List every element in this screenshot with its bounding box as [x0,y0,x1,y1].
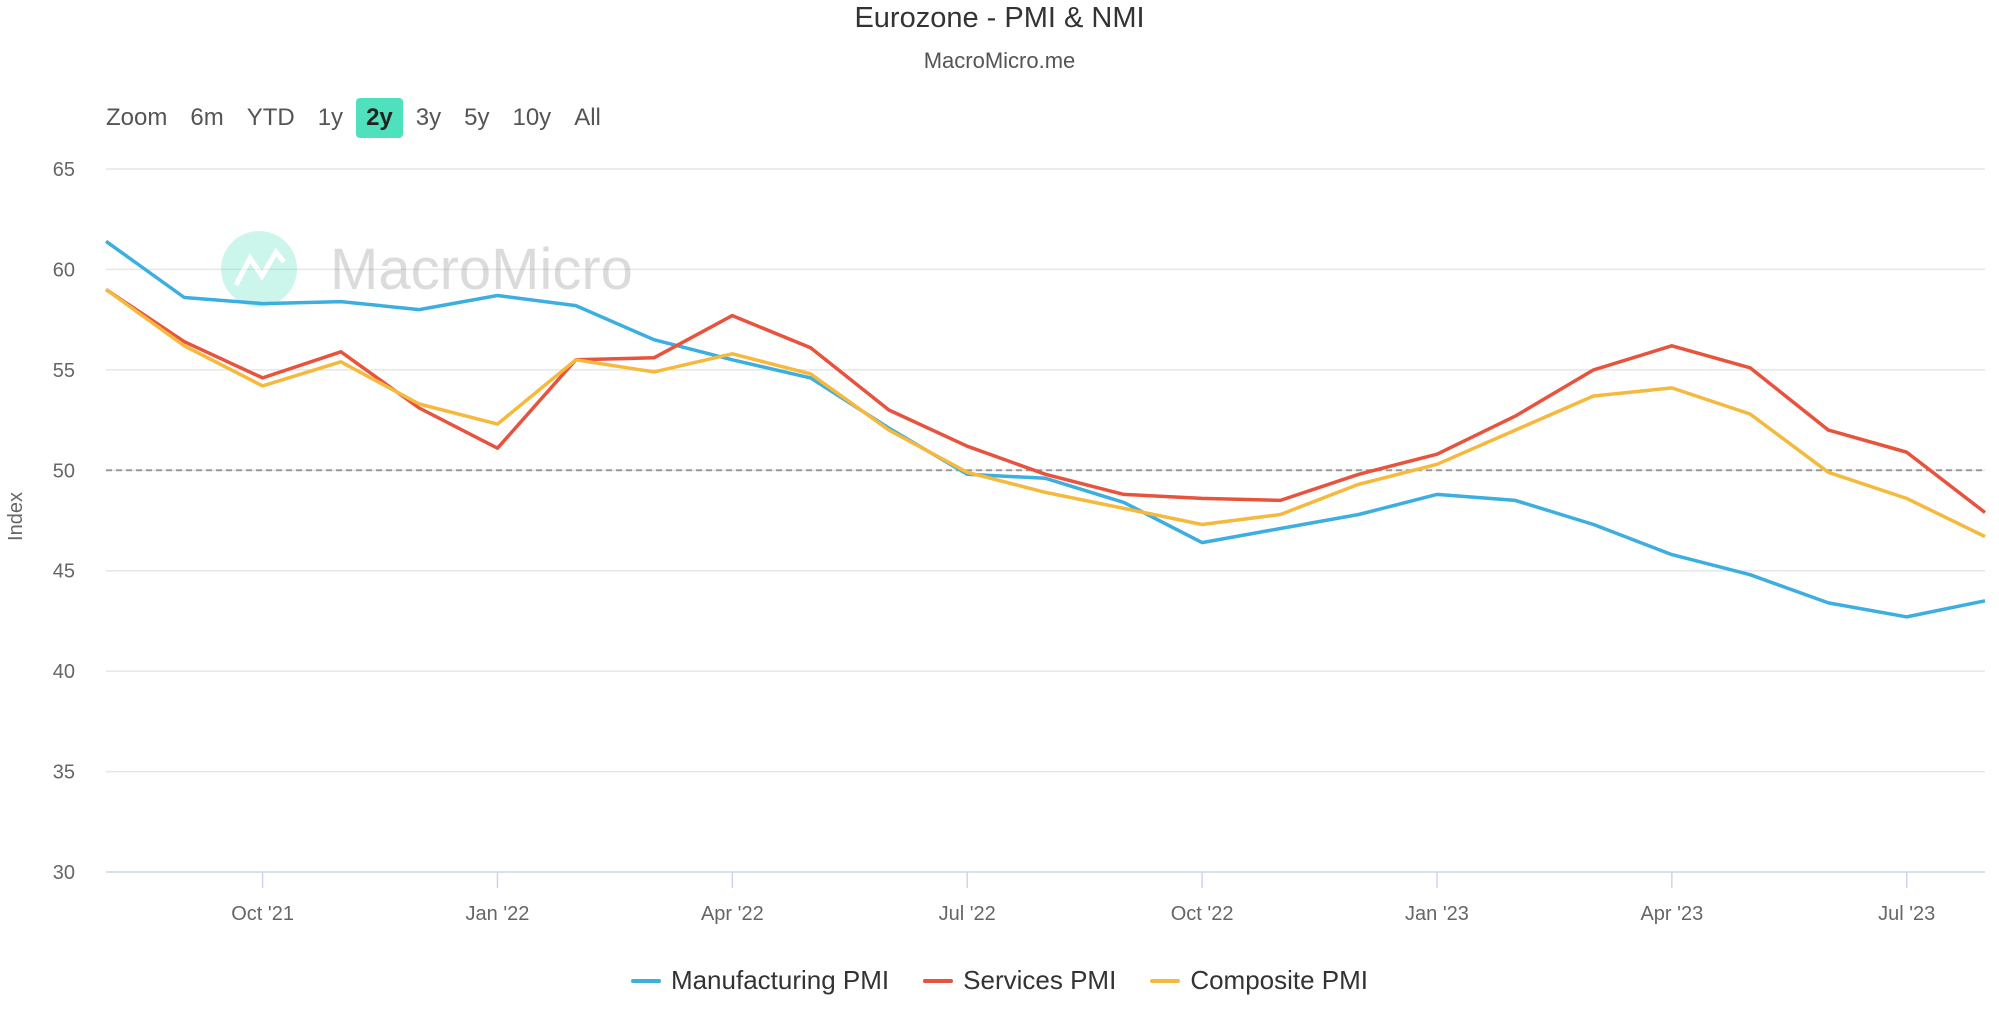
series-line-services-pmi [105,288,1987,514]
x-tick-label: Apr '23 [1640,903,1703,925]
legend-swatch [630,978,661,983]
zoom-label: Zoom [106,104,168,131]
series-line-manufacturing-pmi [104,239,1986,619]
legend-label: Manufacturing PMI [670,965,890,995]
y-tick-label: 65 [53,159,75,181]
zoom-6m-button[interactable]: 6m [190,104,224,131]
y-tick-label: 50 [53,460,75,482]
zoom-5y-button[interactable]: 5y [464,104,490,131]
zoom-10y-button[interactable]: 10y [512,104,552,131]
series-line-composite-pmi [104,288,1986,539]
zoom-range-selector: Zoom 6m YTD 1y 2y 3y 5y 10y All [106,98,614,138]
watermark-text: MacroMicro [330,237,633,302]
chart-title: Eurozone - PMI & NMI [854,2,1145,34]
watermark-logo-glyph [233,247,286,287]
legend: Manufacturing PMI Services PMI Composite… [0,965,1999,996]
x-tick-label: Oct '22 [1171,903,1234,925]
watermark: MacroMicro [221,231,633,307]
x-tick-label: Jul '22 [939,903,996,925]
x-tick-label: Jan '23 [1405,903,1469,925]
zoom-2y-button[interactable]: 2y [356,98,403,138]
legend-swatch [1150,978,1181,983]
zoom-all-button[interactable]: All [574,104,601,131]
legend-label: Composite PMI [1190,965,1369,995]
y-tick-label: 35 [53,762,75,784]
zoom-ytd-button[interactable]: YTD [246,104,295,131]
y-tick-label: 55 [53,360,75,382]
legend-item-manufacturing[interactable]: Manufacturing PMI [630,965,890,996]
legend-swatch [923,978,954,983]
chart-subtitle: MacroMicro.me [923,48,1076,73]
y-tick-label: 45 [53,561,75,583]
zoom-3y-button[interactable]: 3y [415,104,442,131]
x-tick-label: Jul '23 [1878,903,1935,925]
legend-item-composite[interactable]: Composite PMI [1150,965,1368,996]
zoom-1y-button[interactable]: 1y [317,104,344,131]
legend-label: Services PMI [963,965,1117,995]
x-tick-label: Jan '22 [466,903,530,925]
y-tick-label: 30 [53,862,75,884]
x-tick-label: Oct '21 [231,903,294,925]
watermark-logo-icon [221,231,297,307]
legend-item-services[interactable]: Services PMI [923,965,1116,996]
y-axis-label: Index [4,492,27,541]
y-tick-label: 60 [53,259,75,281]
x-tick-label: Apr '22 [701,903,764,925]
y-tick-label: 40 [53,661,75,683]
